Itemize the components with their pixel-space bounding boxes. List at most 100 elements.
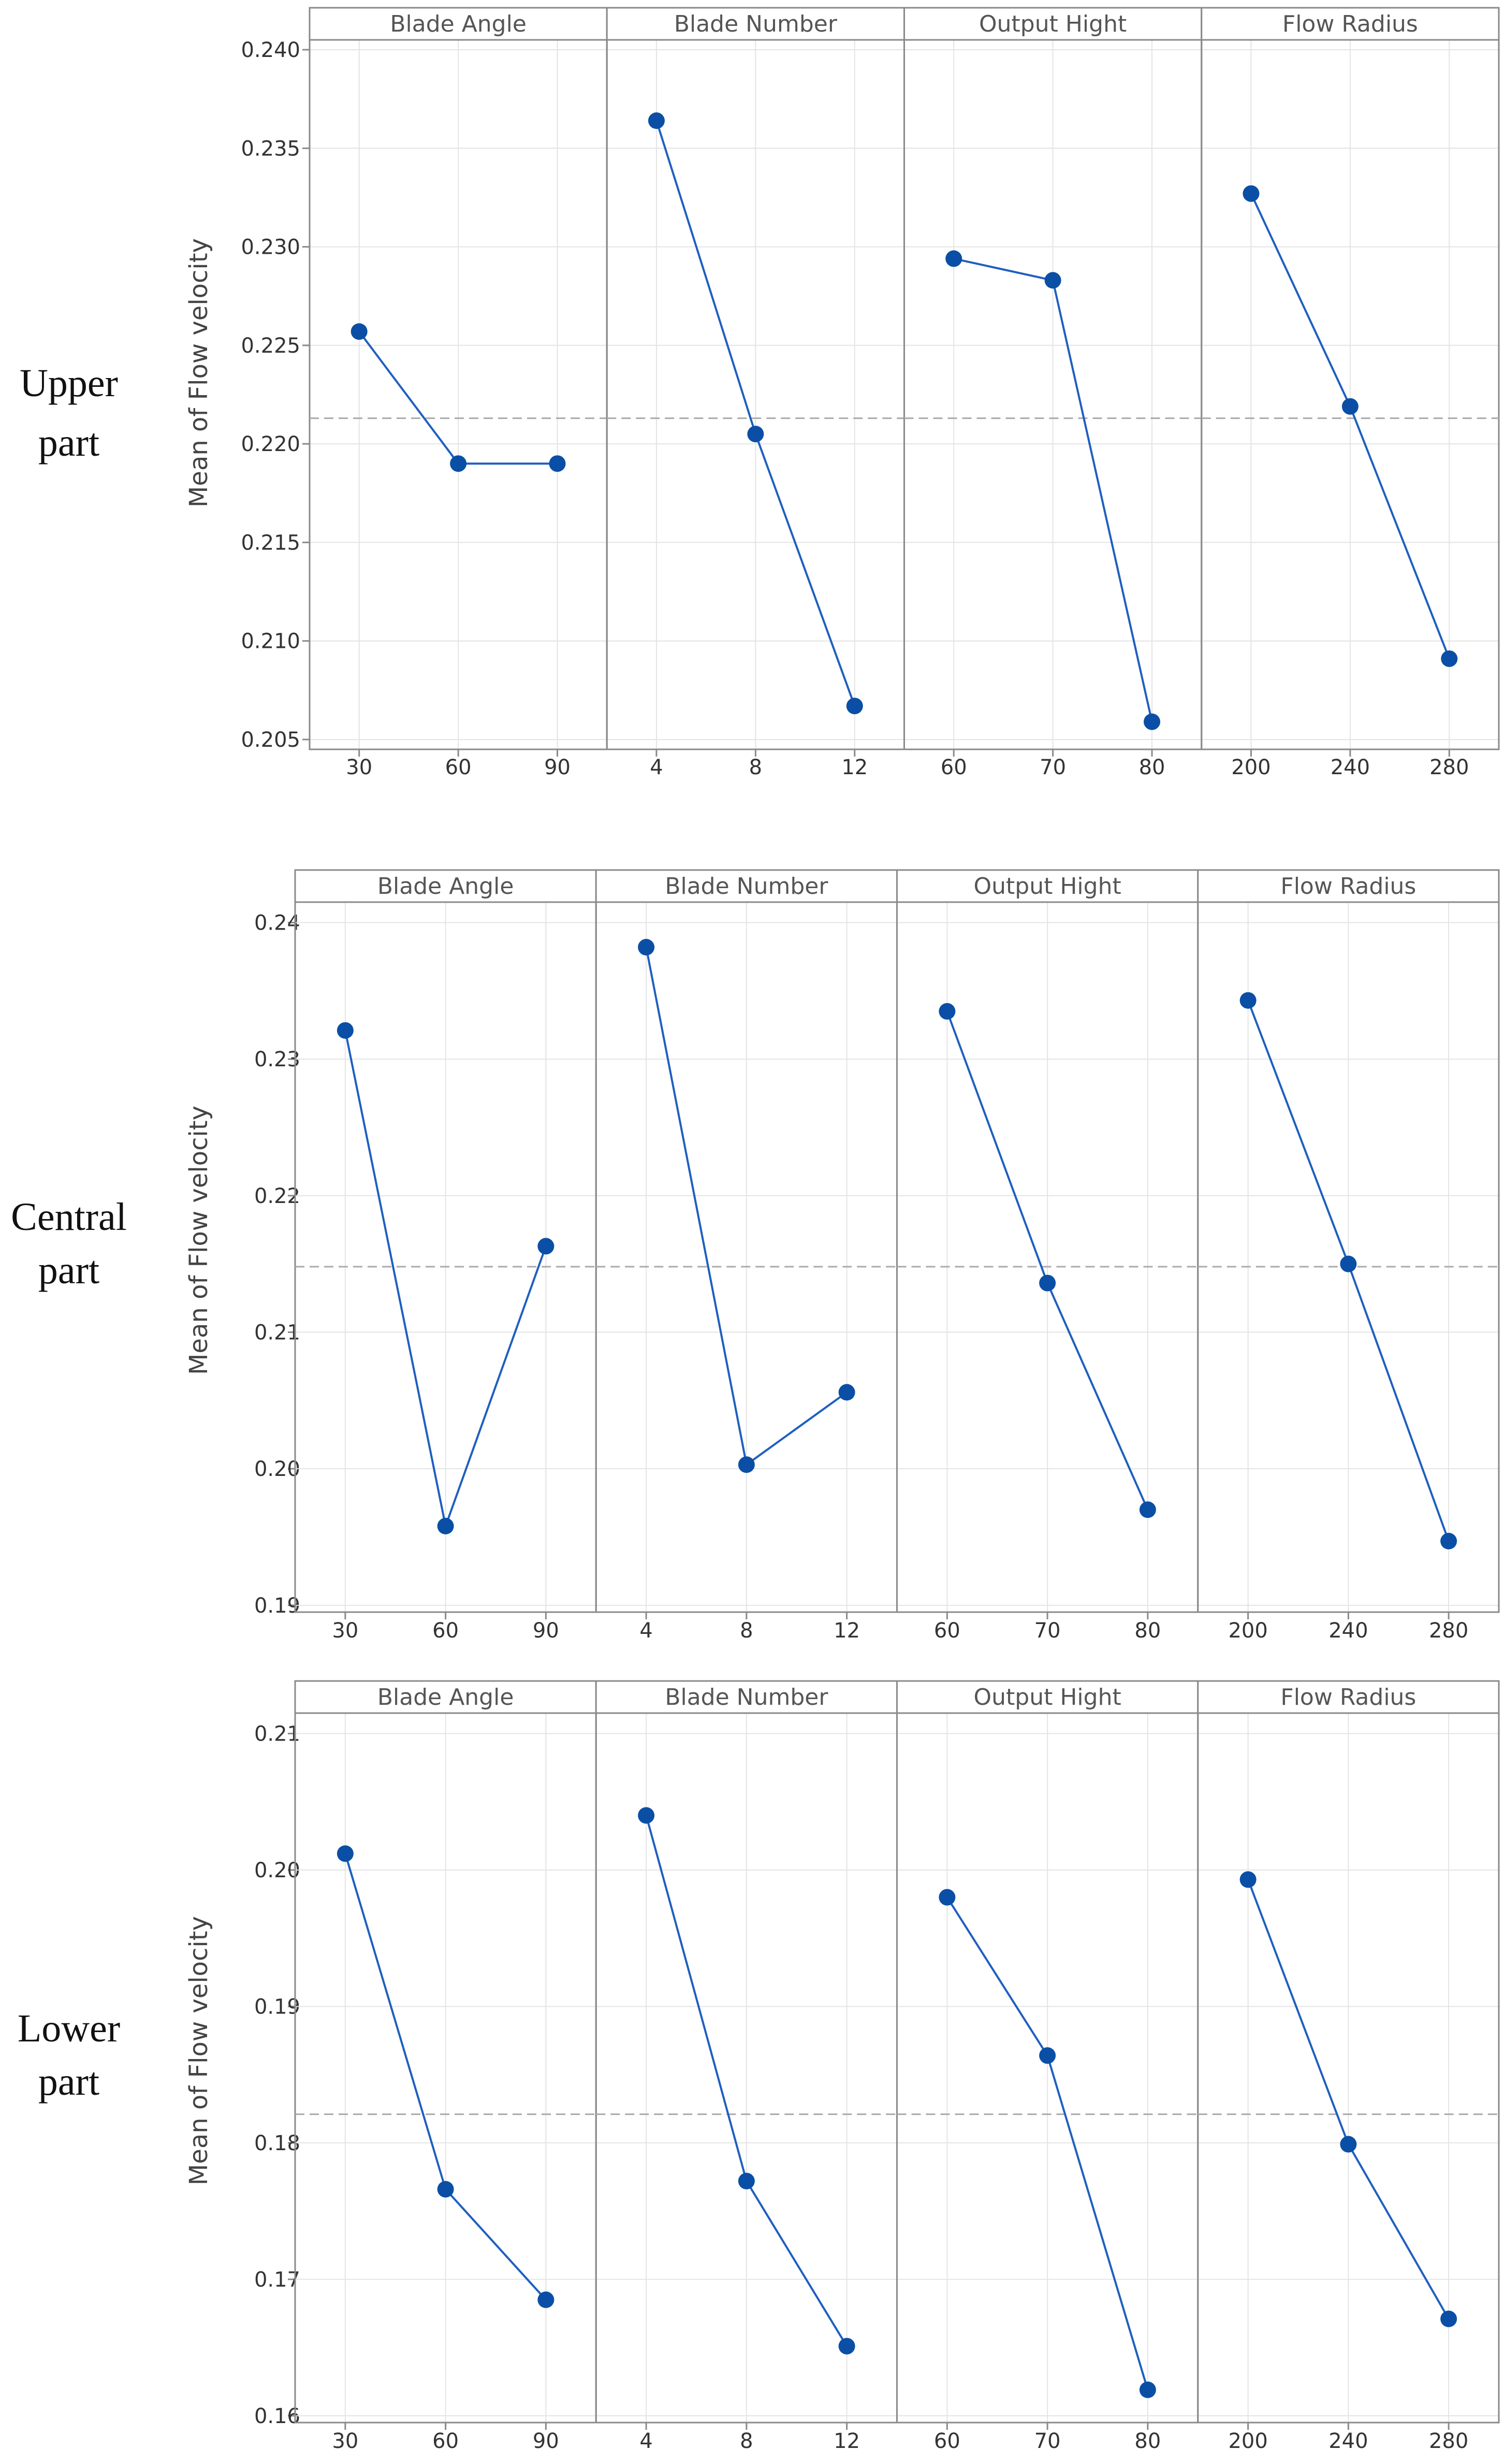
panel-strip <box>1197 1680 1500 1714</box>
data-point-blade-number-8 <box>738 2172 755 2190</box>
x-tick-label: 60 <box>934 1619 960 1643</box>
data-point-output-hight-60 <box>945 250 962 267</box>
x-tick-label: 240 <box>1331 756 1370 779</box>
data-point-blade-number-12 <box>846 698 863 715</box>
data-point-blade-angle-30 <box>337 1845 354 1862</box>
panel-strip <box>903 7 1203 41</box>
data-point-blade-number-12 <box>838 2338 855 2355</box>
x-tick-label: 30 <box>332 1619 358 1643</box>
data-point-blade-number-12 <box>838 1384 855 1401</box>
x-tick-label: 90 <box>544 756 571 779</box>
data-point-flow-radius-280 <box>1440 2310 1457 2327</box>
row-label-line-2: part <box>38 2060 99 2104</box>
panel-title-output-hight: Output Hight <box>974 1684 1121 1711</box>
data-point-blade-angle-90 <box>537 1238 554 1255</box>
y-axis-title: Mean of Flow velocity <box>184 1106 213 1375</box>
x-tick-label: 90 <box>533 2429 559 2453</box>
x-tick-label: 90 <box>533 1619 559 1643</box>
x-tick-label: 80 <box>1134 2429 1161 2453</box>
x-tick-label: 70 <box>1040 756 1066 779</box>
data-point-flow-radius-240 <box>1341 398 1359 415</box>
row-label-line-1: Lower <box>18 2007 120 2050</box>
data-point-blade-number-8 <box>738 1456 755 1473</box>
x-tick-label: 280 <box>1429 756 1469 779</box>
panel-title-blade-number: Blade Number <box>665 873 828 900</box>
x-tick-label: 200 <box>1231 756 1271 779</box>
data-point-blade-angle-90 <box>549 455 566 472</box>
panel-flow-radius: Flow Radius 200 240 280 <box>1201 7 1500 779</box>
row-label-line-1: Upper <box>20 361 118 405</box>
panel-blade-number: Blade Number 4 8 12 <box>595 869 898 1643</box>
data-point-blade-angle-60 <box>437 2181 454 2198</box>
y-tick-label: 0.225 <box>241 334 300 358</box>
row-label-line-2: part <box>38 1249 99 1292</box>
y-tick-label: 0.22 <box>254 1184 300 1208</box>
chart-row-central-part: Central part Mean of Flow velocity 0.19 0.20… <box>11 869 1500 1643</box>
x-tick-label: 70 <box>1034 1619 1061 1643</box>
x-tick-label: 4 <box>639 1619 652 1643</box>
x-tick-label: 4 <box>639 2429 652 2453</box>
data-point-output-hight-70 <box>1039 2047 1056 2064</box>
y-tick-label: 0.16 <box>254 2404 300 2428</box>
chart-row-upper-part: Upper part Mean of Flow velocity 0.205 0.210… <box>20 7 1500 779</box>
y-tick-label: 0.17 <box>254 2268 300 2292</box>
x-tick-label: 240 <box>1328 1619 1368 1643</box>
x-tick-label: 8 <box>749 756 762 779</box>
data-point-blade-number-4 <box>648 112 665 129</box>
data-point-flow-radius-240 <box>1340 2136 1357 2153</box>
x-tick-label: 70 <box>1034 2429 1061 2453</box>
x-tick-label: 12 <box>841 756 868 779</box>
panel-title-blade-number: Blade Number <box>674 11 838 37</box>
y-tick-label: 0.215 <box>241 531 300 555</box>
panel-blade-number: Blade Number 4 8 12 <box>606 7 905 779</box>
x-tick-label: 8 <box>740 1619 753 1643</box>
panel-strip <box>896 1680 1199 1714</box>
data-point-output-hight-80 <box>1144 713 1161 730</box>
x-tick-label: 240 <box>1328 2429 1368 2453</box>
x-tick-label: 280 <box>1429 2429 1468 2453</box>
data-point-output-hight-60 <box>939 1889 956 1906</box>
panel-output-hight: Output Hight 60 70 80 <box>896 869 1199 1643</box>
x-tick-label: 200 <box>1228 1619 1267 1643</box>
panel-strip <box>294 869 597 903</box>
panel-strip <box>595 869 898 903</box>
y-axis-title: Mean of Flow velocity <box>184 238 213 508</box>
data-point-blade-angle-90 <box>537 2291 554 2308</box>
y-tick-label: 0.24 <box>254 911 300 935</box>
data-point-flow-radius-200 <box>1239 992 1257 1009</box>
y-tick-label: 0.235 <box>241 137 300 161</box>
data-point-blade-angle-30 <box>351 323 368 340</box>
y-axis-title: Mean of Flow velocity <box>184 1916 213 2185</box>
x-tick-label: 60 <box>432 1619 459 1643</box>
data-point-output-hight-70 <box>1039 1274 1056 1292</box>
data-point-output-hight-70 <box>1044 272 1061 289</box>
y-tick-label: 0.205 <box>241 728 300 752</box>
data-point-blade-angle-60 <box>437 1517 454 1534</box>
panel-strip <box>294 1680 597 1714</box>
data-point-flow-radius-200 <box>1243 185 1260 202</box>
data-point-flow-radius-240 <box>1340 1255 1357 1272</box>
data-point-blade-number-4 <box>638 939 655 956</box>
panel-strip <box>1201 7 1500 41</box>
x-tick-label: 200 <box>1228 2429 1267 2453</box>
panel-output-hight: Output Hight 60 70 80 <box>896 1680 1199 2453</box>
panel-strip <box>595 1680 898 1714</box>
y-tick-label: 0.240 <box>241 38 300 62</box>
x-tick-label: 280 <box>1429 1619 1468 1643</box>
y-tick-label: 0.20 <box>254 1859 300 1882</box>
x-tick-label: 80 <box>1134 1619 1161 1643</box>
y-tick-label: 0.18 <box>254 2132 300 2155</box>
data-point-blade-number-8 <box>747 426 764 443</box>
x-tick-label: 60 <box>432 2429 459 2453</box>
x-tick-label: 30 <box>346 756 372 779</box>
panel-title-flow-radius: Flow Radius <box>1282 11 1418 37</box>
panel-title-blade-angle: Blade Angle <box>377 873 514 900</box>
x-tick-label: 60 <box>941 756 967 779</box>
data-point-flow-radius-280 <box>1441 650 1458 667</box>
chart-row-lower-part: Lower part Mean of Flow velocity 0.16 0.17 0.… <box>18 1680 1500 2453</box>
row-label-line-2: part <box>38 421 99 465</box>
y-tick-label: 0.220 <box>241 432 300 456</box>
panel-flow-radius: Flow Radius 200 240 280 <box>1197 869 1500 1643</box>
panel-blade-number: Blade Number 4 8 12 <box>595 1680 898 2453</box>
